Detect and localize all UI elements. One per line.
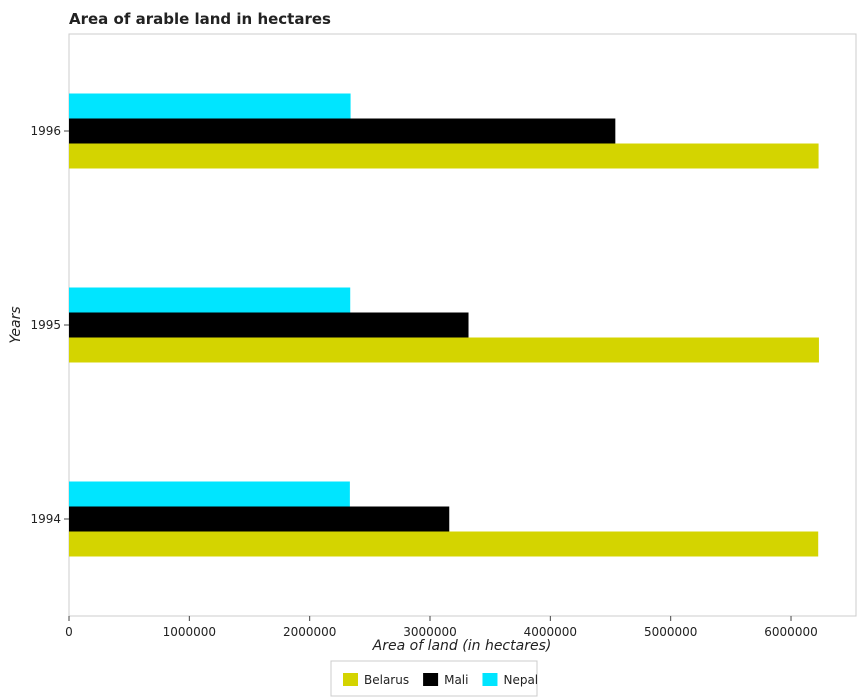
chart-title: Area of arable land in hectares: [69, 10, 331, 28]
legend-label-nepal: Nepal: [503, 673, 538, 687]
x-tick-label: 5000000: [644, 625, 697, 639]
y-tick-label: 1994: [30, 512, 61, 526]
x-axis-label: Area of land (in hectares): [372, 638, 552, 654]
legend-swatch-belarus: [343, 673, 358, 686]
x-tick-label: 0: [65, 625, 73, 639]
legend-label-mali: Mali: [444, 673, 468, 687]
y-tick-label: 1995: [30, 318, 61, 332]
legend-swatch-nepal: [482, 673, 498, 686]
x-tick-label: 4000000: [524, 625, 577, 639]
bar-belarus-1996: [69, 143, 819, 169]
legend-swatch-mali: [423, 673, 439, 686]
x-tick-label: 6000000: [764, 625, 817, 639]
bar-mali-1994: [69, 506, 450, 532]
legend: Belarus Mali Nepal: [330, 660, 538, 697]
bar-mali-1995: [69, 312, 469, 338]
legend-label-belarus: Belarus: [364, 673, 409, 687]
bar-belarus-1994: [69, 531, 819, 557]
bar-nepal-1994: [69, 481, 350, 507]
y-axis-label: Years: [8, 306, 24, 343]
y-tick-label: 1996: [30, 124, 61, 138]
x-ticks: 0 1000000 2000000 3000000 4000000 5000000 6000…: [65, 616, 818, 639]
x-tick-label: 3000000: [403, 625, 456, 639]
bar-belarus-1995: [69, 337, 819, 363]
bars-layer: [69, 93, 819, 557]
bar-nepal-1996: [69, 93, 351, 119]
bar-nepal-1995: [69, 287, 351, 313]
y-ticks: 1994 1995 1996: [30, 124, 69, 526]
x-tick-label: 1000000: [163, 625, 216, 639]
bar-mali-1996: [69, 118, 616, 144]
x-tick-label: 2000000: [283, 625, 336, 639]
